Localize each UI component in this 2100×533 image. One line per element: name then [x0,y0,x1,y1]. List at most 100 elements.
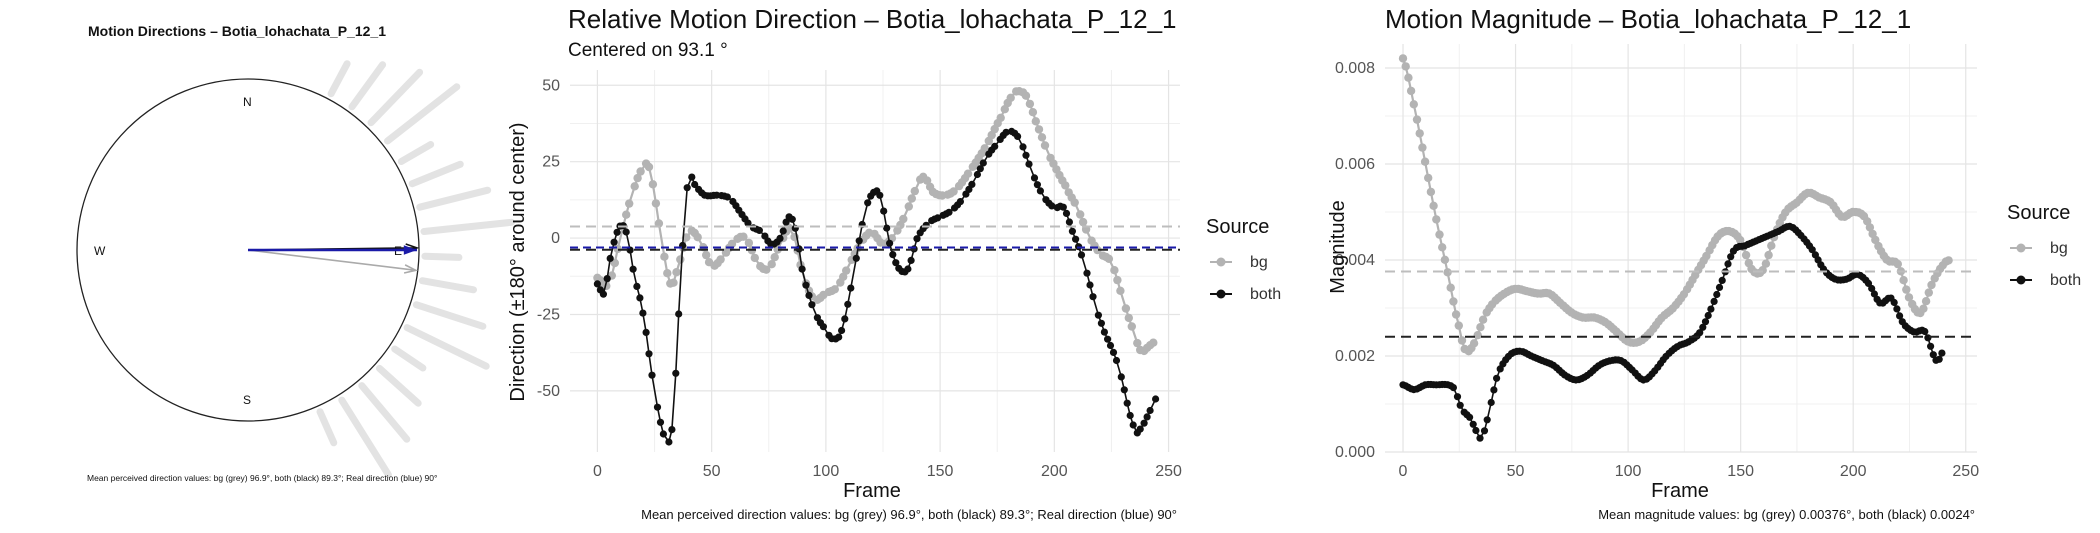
data-point-bg [1116,286,1125,295]
x-tick-label: 200 [1840,463,1867,480]
data-point-both [1927,342,1935,350]
data-point-both [1129,421,1137,429]
data-point-bg [910,186,919,196]
direction-title: Relative Motion Direction – Botia_lohach… [568,4,1177,34]
y-tick-label: 50 [542,77,560,94]
data-point-both [599,290,607,298]
data-point-bg [1124,313,1133,323]
x-tick-label: 200 [1041,463,1068,480]
direction-legend-title: Source [1206,216,1269,238]
data-point-bg [980,144,989,153]
x-tick-label: 250 [1952,463,1979,480]
data-point-both [1025,160,1033,168]
data-point-both [1022,151,1030,159]
data-point-bg [1404,73,1413,82]
data-point-bg [1426,187,1436,197]
data-point-both [889,251,897,259]
magnitude-series [1385,54,1977,442]
compass-caption: Mean perceived direction values: bg (gre… [87,473,437,483]
data-point-both [1921,327,1929,336]
data-point-bg [702,250,711,260]
data-point-both [723,193,731,201]
legend-label-both: both [2050,272,2081,289]
direction-xlabel: Frame [843,480,901,502]
data-point-both [1868,284,1876,293]
data-point-bg [1921,297,1931,306]
data-point-bg [907,194,916,203]
data-point-both [1068,227,1076,235]
data-point-both [835,333,843,341]
data-point-bg [1871,235,1880,245]
data-point-both [907,256,915,264]
arrow-head-bg [403,264,419,274]
data-point-both [1097,319,1105,327]
data-point-bg [1401,62,1410,71]
data-point-bg [1113,275,1122,285]
y-tick-label: 0.004 [1335,252,1375,269]
data-point-both [883,224,891,232]
data-point-bg [622,210,631,219]
direction-caption: Mean perceived direction values: bg (gre… [641,507,1177,522]
data-point-both [1126,411,1134,420]
data-point-both [1718,276,1726,284]
data-point-bg [1438,243,1447,252]
data-point-bg [1469,339,1479,348]
data-point-both [1100,328,1108,336]
data-point-both [1707,305,1715,313]
data-point-both [973,170,981,179]
data-point-bg [648,180,658,189]
data-point-both [904,265,912,273]
legend-key-point-bg [2016,243,2026,253]
data-point-both [1483,416,1491,424]
magnitude-caption: Mean magnitude values: bg (grey) 0.00376… [1598,507,1975,522]
compass-label-w: W [94,244,106,258]
y-tick-label: -25 [537,306,560,323]
data-point-both [880,207,888,215]
data-point-both [1935,355,1943,363]
data-point-both [659,430,667,438]
direction-ray [391,345,427,372]
data-point-bg [739,232,748,241]
direction-ray [316,408,338,447]
data-point-both [1002,128,1010,136]
data-point-both [1140,419,1148,427]
data-point-bg [644,162,654,172]
data-point-both [636,294,644,302]
data-point-bg [1865,223,1875,232]
data-point-both [1476,434,1484,442]
y-tick-label: -50 [537,383,560,400]
data-point-bg [625,199,634,208]
arrow-shaft-bg [247,249,416,272]
direction-ray [338,396,392,479]
x-tick-label: 100 [813,463,840,480]
data-point-both [1036,187,1044,195]
data-point-bg [1133,338,1142,348]
data-point-both [665,438,673,446]
data-point-bg [636,167,645,176]
data-point-both [648,371,656,379]
data-point-both [1724,260,1732,268]
data-point-bg [963,169,973,178]
data-point-both [776,234,784,242]
data-point-both [779,227,787,235]
data-point-bg [1424,173,1433,183]
data-point-bg [1025,99,1035,109]
data-point-both [805,291,813,299]
magnitude-chart: Motion Magnitude – Botia_lohachata_P_12_… [1327,4,2081,522]
data-point-both [1117,373,1125,381]
direction-legend: bg both [1210,254,1281,303]
compass-title: Motion Directions – Botia_lohachata_P_12… [88,23,386,39]
data-point-both [1109,348,1118,356]
data-point-both [1143,413,1151,421]
legend-key-point-both [1216,289,1226,299]
data-point-both [1938,349,1946,357]
data-point-both [1059,203,1067,211]
data-point-both [1701,318,1710,326]
data-point-bg [1764,250,1773,260]
data-point-both [886,239,894,247]
data-point-bg [1070,198,1079,207]
data-point-bg [1449,297,1458,306]
direction-ray [403,324,490,370]
direction-ray [376,364,422,407]
direction-ray [418,277,477,294]
